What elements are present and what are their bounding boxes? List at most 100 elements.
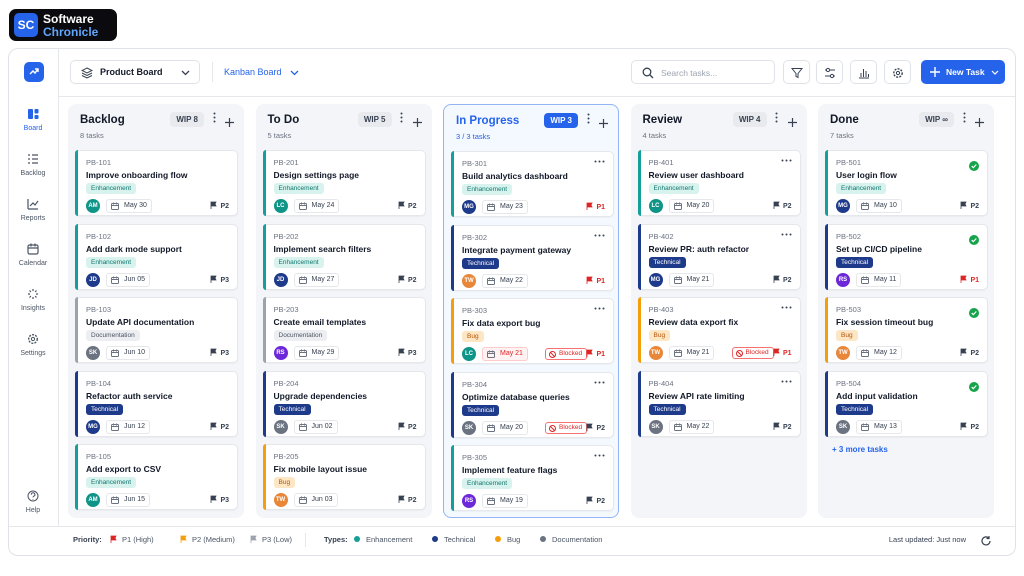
due-date-text: May 21 <box>686 349 710 356</box>
task-id: PB-203 <box>273 305 299 314</box>
icon-part <box>213 112 215 123</box>
task-card[interactable]: PB-302 Integrate payment gateway Technical… <box>451 224 614 291</box>
app-icon[interactable] <box>24 62 44 82</box>
column-menu[interactable] <box>400 112 404 123</box>
priority: P1 <box>586 349 605 358</box>
task-title: Improve onboarding flow <box>86 170 188 180</box>
assignee-avatar: MG <box>648 272 663 287</box>
add-card[interactable] <box>412 114 422 132</box>
column-menu[interactable] <box>586 113 590 124</box>
task-card[interactable]: PB-203 Create email templates Documentatio… <box>262 297 426 363</box>
add-card[interactable] <box>787 114 797 132</box>
task-title: Add dark mode support <box>86 243 182 254</box>
refresh-icon[interactable] <box>980 535 992 547</box>
icon-part <box>781 233 783 235</box>
task-card[interactable]: PB-403 Review data export fix Bug TW May 21 B… <box>637 297 801 363</box>
flag-icon <box>211 495 218 503</box>
icon-part <box>111 276 119 284</box>
card-menu[interactable] <box>781 375 792 385</box>
add-card[interactable] <box>599 115 608 133</box>
column-menu[interactable] <box>775 112 779 123</box>
task-card[interactable]: PB-304 Optimize database queries Technical… <box>451 371 614 438</box>
new-task-button[interactable]: New Task <box>921 60 1005 84</box>
task-card[interactable]: PB-102 Add dark mode support Enhancement JD… <box>75 223 238 290</box>
filter-button[interactable] <box>783 60 810 84</box>
nav-item[interactable]: Calendar <box>8 243 58 273</box>
assignee-avatar: MG <box>86 419 100 434</box>
stats-button[interactable] <box>850 60 877 84</box>
card-menu[interactable] <box>594 229 605 239</box>
calendar-icon <box>298 423 307 431</box>
task-card[interactable]: PB-305 Implement feature flags Enhancement… <box>451 445 614 511</box>
task-card[interactable]: PB-101 Improve onboarding flow Enhancement… <box>75 150 238 216</box>
task-card[interactable]: PB-205 Fix mobile layout issue Bug TW Jun 03… <box>262 444 426 510</box>
task-card[interactable]: PB-204 Upgrade dependencies Technical SK Jun… <box>262 370 426 437</box>
task-title: Create email templates <box>273 317 367 327</box>
add-card[interactable] <box>975 114 984 132</box>
column-menu[interactable] <box>962 112 966 123</box>
icon-part <box>785 380 787 382</box>
icon-part <box>969 234 979 245</box>
icon-part <box>27 333 39 345</box>
task-card[interactable]: PB-202 Implement search filters Enhancemen… <box>262 223 426 290</box>
task-card[interactable]: PB-104 Refactor auth service Technical MG Ju… <box>75 370 238 437</box>
task-card[interactable]: PB-105 Add export to CSV Enhancement AM Jun … <box>75 444 238 510</box>
due-date-text: Jun 12 <box>124 422 146 430</box>
add-card[interactable] <box>225 114 234 132</box>
icon-part <box>825 67 831 73</box>
icon-part <box>398 348 405 356</box>
nav-item[interactable]: Help <box>8 490 58 520</box>
icon-part <box>829 73 835 79</box>
nav-item[interactable]: Settings <box>8 333 58 363</box>
priority: P2 <box>398 201 417 210</box>
task-tag: Enhancement <box>648 183 699 194</box>
task-card[interactable]: PB-201 Design settings page Enhancement LC M… <box>262 150 426 216</box>
icon-part <box>412 118 422 127</box>
icon-part <box>28 109 39 119</box>
search-box[interactable]: Search tasks... <box>631 60 775 84</box>
task-card[interactable]: PB-301 Build analytics dashboard Enhanceme… <box>451 151 614 217</box>
priority-text: P3 <box>220 350 229 357</box>
icon-part <box>111 423 119 427</box>
task-card[interactable]: PB-404 Review API rate limiting Technical S… <box>637 370 801 437</box>
card-menu[interactable] <box>594 155 605 165</box>
card-menu[interactable] <box>594 449 605 459</box>
nav-item[interactable]: Insights <box>8 288 58 318</box>
card-menu[interactable] <box>594 302 605 312</box>
card-menu[interactable] <box>781 154 792 164</box>
card-menu[interactable] <box>594 376 605 386</box>
task-card[interactable]: PB-401 Review user dashboard Enhancement LC… <box>637 150 801 216</box>
calendar-icon <box>111 423 119 431</box>
task-title: Build analytics dashboard <box>462 171 568 181</box>
icon-part <box>861 276 869 284</box>
view-selector[interactable]: Kanban Board <box>224 62 304 82</box>
settings-button[interactable] <box>884 60 911 84</box>
icon-part <box>34 115 39 119</box>
nav-item[interactable]: Board <box>8 108 58 138</box>
nav-item[interactable]: Reports <box>8 198 58 228</box>
card-accent <box>825 223 828 290</box>
calendar-icon <box>298 202 307 210</box>
task-card[interactable]: PB-502 Set up CI/CD pipeline Technical RS Ma… <box>825 223 988 290</box>
priority: P2 <box>773 422 792 431</box>
priority-text: P2 <box>407 497 417 504</box>
task-card[interactable]: PB-501 User login flow Enhancement MG May 10… <box>825 150 988 216</box>
brand-name: Chronicle <box>43 25 99 39</box>
icon-part <box>785 159 787 162</box>
task-card[interactable]: PB-402 Review PR: auth refactor Technical M… <box>637 223 801 290</box>
adjust-button[interactable] <box>816 60 843 84</box>
task-card[interactable]: PB-504 Add input validation Technical SK May… <box>825 370 988 437</box>
more-tasks[interactable]: + 3 more tasks <box>832 445 888 454</box>
icon-part <box>487 497 495 501</box>
task-card[interactable]: PB-103 Update API documentation Documentat… <box>75 297 238 363</box>
project-selector[interactable]: Product Board <box>70 60 200 84</box>
task-card[interactable]: PB-303 Fix data export bug Bug LC May 21 Bloc… <box>451 298 614 364</box>
card-menu[interactable] <box>781 301 792 311</box>
nav-icon <box>8 198 58 212</box>
column-menu[interactable] <box>212 112 216 123</box>
task-card[interactable]: PB-503 Fix session timeout bug Bug TW May 12… <box>825 297 988 363</box>
nav-item[interactable]: Backlog <box>8 153 58 183</box>
due-date-text: May 20 <box>686 202 710 209</box>
card-menu[interactable] <box>781 228 792 238</box>
due-date: Jun 03 <box>293 493 338 507</box>
